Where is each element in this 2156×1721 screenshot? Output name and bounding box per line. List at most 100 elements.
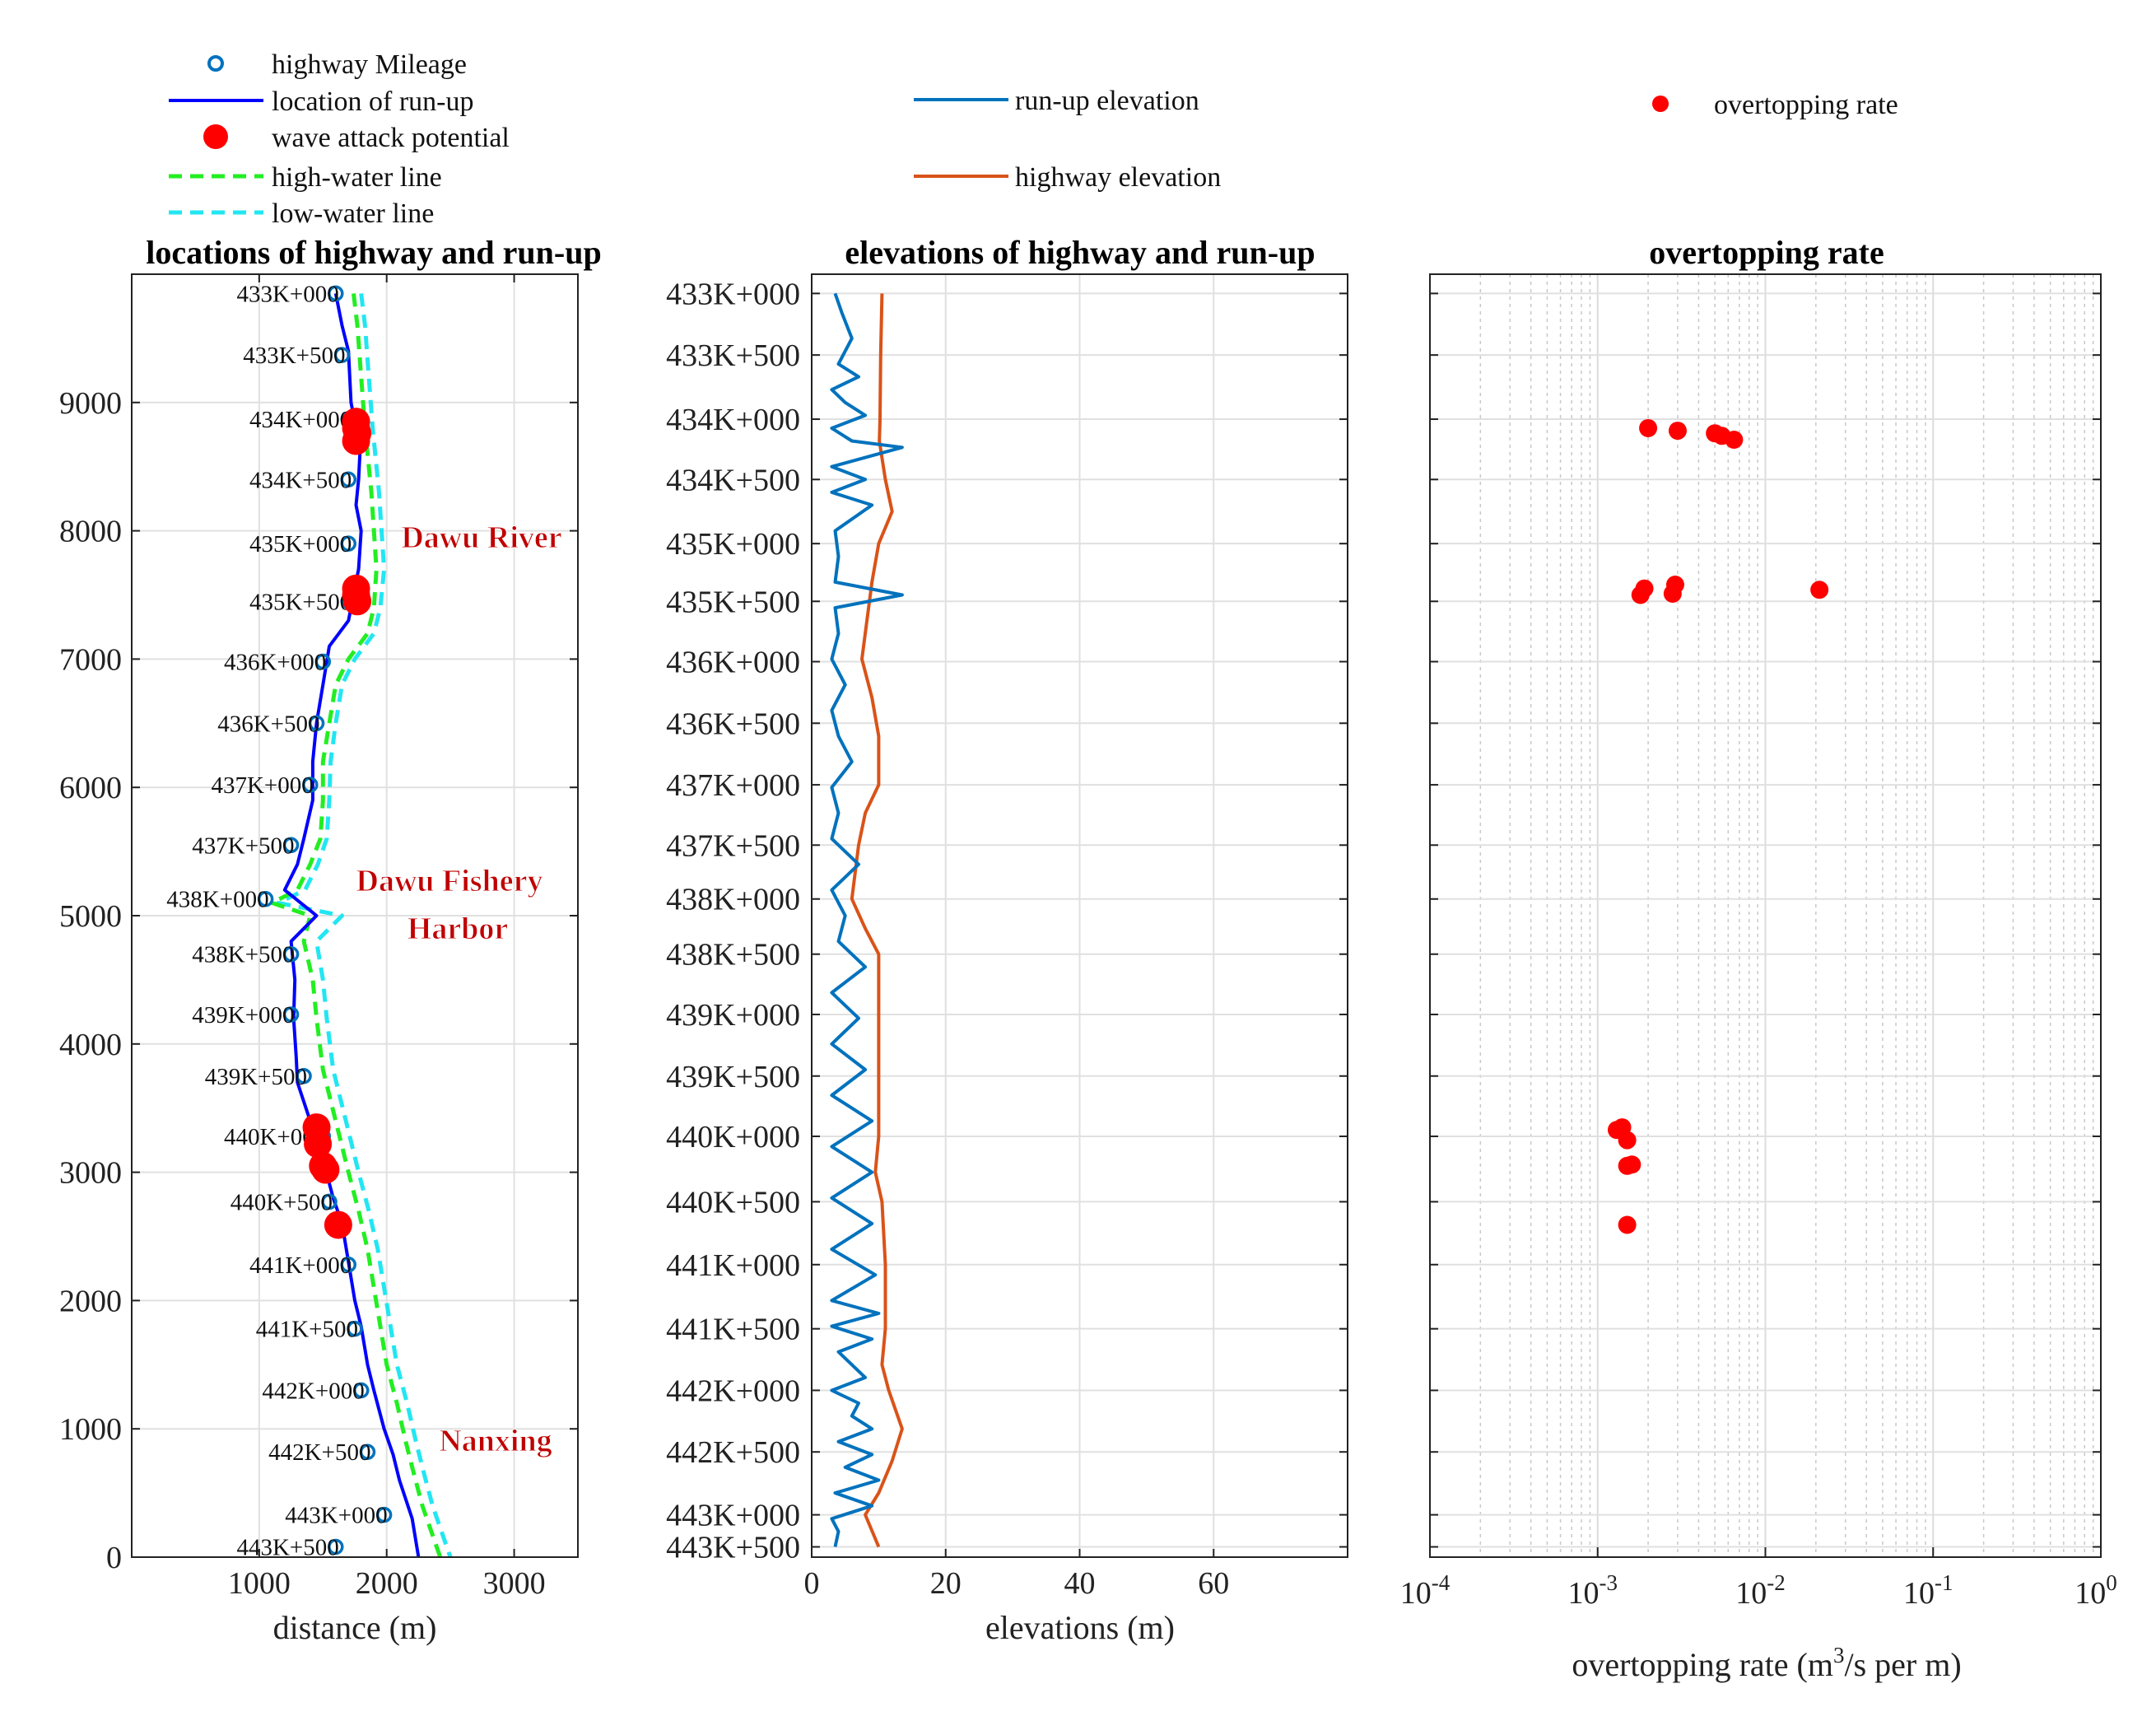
panel1-ytick-label-3: 3000 — [59, 1156, 122, 1191]
wave-attack-point-6 — [343, 587, 372, 616]
legend-overtopping-marker — [1652, 96, 1669, 112]
panel3-grid — [1430, 274, 2101, 1557]
panel3-xtick-base-0: 10 — [1400, 1576, 1432, 1611]
overtopping-point-1 — [1668, 422, 1687, 441]
mileage-label-17: 441K+500 — [256, 1317, 358, 1343]
panel3-xtick-base-4: 10 — [2075, 1576, 2106, 1611]
panel2-grid — [812, 274, 1348, 1557]
mileage-marker-4 — [340, 535, 357, 552]
panel2-ytick-label-7: 436K+500 — [666, 707, 800, 741]
mileage-marker-0 — [328, 285, 344, 302]
panel2-ytick-label-2: 434K+000 — [666, 403, 800, 437]
panel3-xtick-exp-2: -2 — [1767, 1570, 1786, 1595]
panel2-ytick-label-0: 433K+000 — [666, 277, 800, 311]
panel2-ytick-label-13: 439K+500 — [666, 1060, 800, 1094]
legend-mileage-marker — [207, 55, 224, 72]
panel1-ytick-label-7: 7000 — [59, 642, 122, 677]
panel3-xtick-label-0: 10-4 — [1400, 1570, 1451, 1611]
panel2-xtick-label-0: 0 — [804, 1566, 820, 1601]
panel2-ticks: 0 20 40 60 433K+000 433K+500 434K+000 434K+500 4… — [666, 277, 1348, 1601]
panel1-title: locations of highway and run-up — [146, 234, 601, 271]
mileage-label-5: 435K+500 — [249, 589, 352, 615]
panel3-xtick-base-2: 10 — [1735, 1576, 1767, 1611]
panel3-xlabel-head: overtopping rate (m — [1572, 1646, 1833, 1683]
mileage-label-18: 442K+000 — [262, 1378, 364, 1404]
panel2-ytick-label-15: 440K+500 — [666, 1185, 800, 1220]
panel1-xtick-label-2: 3000 — [483, 1566, 546, 1601]
panel1-ticks: 1000 2000 3000 0 1000 2000 3000 4000 5000 6000 700… — [59, 274, 578, 1601]
mileage-marker-12 — [282, 1006, 300, 1023]
panel2-ytick-label-12: 439K+000 — [666, 998, 800, 1033]
overtopping-point-15 — [1618, 1215, 1637, 1234]
mileage-marker-16 — [340, 1257, 357, 1273]
panel2-title: elevations of highway and run-up — [845, 234, 1315, 271]
panel1-ytick-label-0: 0 — [106, 1541, 122, 1575]
panel3-xtick-label-2: 10-2 — [1735, 1570, 1786, 1611]
panel1-mileage: 433K+000 433K+500 434K+000 434K+500 435K+000… — [166, 281, 393, 1561]
runup-location-line — [282, 293, 421, 1558]
panel2-ytick-label-1: 433K+500 — [666, 338, 800, 373]
mileage-label-20: 443K+000 — [285, 1503, 387, 1529]
legend-highway-elevation-label: highway elevation — [1015, 162, 1221, 193]
panel1-ytick-label-4: 4000 — [59, 1028, 122, 1062]
panel2-legend: run-up elevation highway elevation — [914, 86, 1221, 193]
mileage-label-13: 439K+500 — [205, 1064, 307, 1090]
annotation-harbor: Harbor — [407, 912, 509, 946]
overtopping-point-12 — [1618, 1131, 1637, 1150]
panel2-ytick-label-19: 442K+500 — [666, 1435, 800, 1470]
mileage-label-9: 437K+500 — [192, 833, 294, 859]
panel1-ytick-label-5: 5000 — [59, 899, 122, 934]
mileage-label-8: 437K+000 — [211, 772, 313, 799]
legend-runup-elevation-label: run-up elevation — [1015, 86, 1199, 116]
panel3-xtick-exp-1: -3 — [1600, 1570, 1618, 1595]
panel3-legend: overtopping rate — [1652, 90, 1898, 120]
legend-wave-attack-marker — [203, 124, 228, 149]
overtopping-point-14 — [1623, 1155, 1641, 1174]
series-highway-elevation — [850, 293, 904, 1548]
panel1-ytick-label-1: 1000 — [59, 1412, 122, 1447]
panel2-ytick-label-10: 438K+000 — [666, 883, 800, 917]
panel3-xlabel: overtopping rate (m3/s per m) — [1572, 1643, 1961, 1683]
mileage-marker-9 — [282, 837, 300, 854]
mileage-marker-19 — [359, 1443, 376, 1460]
mileage-label-15: 440K+500 — [231, 1189, 333, 1215]
overtopping-point-4 — [1725, 430, 1744, 449]
panel2-xtick-label-1: 20 — [930, 1566, 962, 1601]
panel3-xtick-label-1: 10-3 — [1568, 1570, 1618, 1611]
panel3-xtick-base-3: 10 — [1903, 1576, 1935, 1611]
mileage-label-6: 436K+000 — [224, 650, 326, 676]
panel2-ytick-label-21: 443K+500 — [666, 1531, 800, 1565]
panel3-xtick-exp-4: 0 — [2106, 1570, 2117, 1595]
panel3-xtick-exp-3: -1 — [1935, 1570, 1953, 1595]
panel1-ytick-label-8: 8000 — [59, 515, 122, 549]
panel2-ytick-label-11: 438K+500 — [666, 938, 800, 972]
legend-mileage-label: highway Mileage — [272, 49, 467, 80]
legend-highwater-label: high-water line — [272, 162, 442, 193]
overtopping-point-9 — [1810, 581, 1829, 599]
panel1-xtick-label-1: 2000 — [356, 1566, 418, 1601]
legend-lowwater-label: low-water line — [272, 198, 434, 229]
panel2-ytick-label-18: 442K+000 — [666, 1374, 800, 1408]
mileage-marker-17 — [347, 1320, 363, 1337]
mileage-marker-6 — [314, 653, 332, 670]
mileage-label-10: 438K+000 — [166, 887, 268, 913]
panel3-xtick-base-1: 10 — [1568, 1576, 1600, 1611]
mileage-label-12: 439K+000 — [192, 1002, 294, 1028]
mileage-label-4: 435K+000 — [249, 531, 352, 557]
mileage-label-2: 434K+000 — [249, 407, 352, 433]
mileage-label-1: 433K+500 — [243, 343, 345, 369]
mileage-marker-21 — [328, 1538, 344, 1555]
panel3-xtick-exp-0: -4 — [1432, 1570, 1451, 1595]
panel2-ytick-label-17: 441K+500 — [666, 1313, 800, 1347]
panel2-ytick-label-9: 437K+500 — [666, 828, 800, 863]
mileage-marker-10 — [257, 890, 274, 907]
panel1-wave-attack — [302, 408, 372, 1239]
panel2-ytick-label-3: 434K+500 — [666, 463, 800, 497]
mileage-label-19: 442K+500 — [268, 1439, 370, 1466]
panel1-grid — [132, 274, 578, 1558]
series-run-up-elevation — [830, 292, 904, 1547]
mileage-label-7: 436K+500 — [217, 711, 319, 737]
panel1-xtick-label-0: 1000 — [228, 1566, 291, 1601]
panel2-xtick-label-2: 40 — [1064, 1566, 1096, 1601]
